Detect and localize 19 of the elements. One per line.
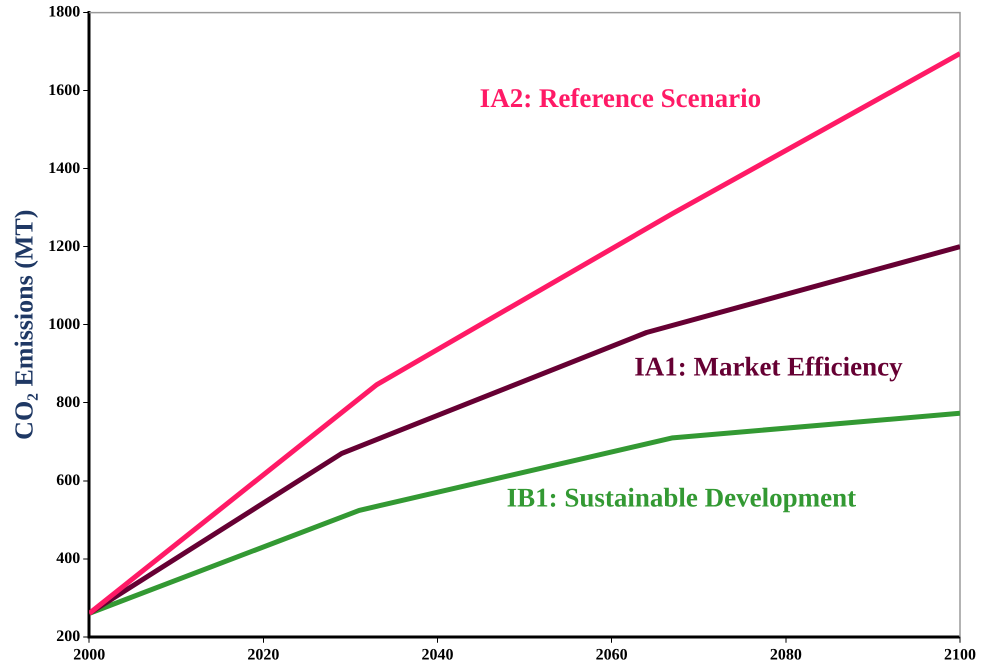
x-tick-label: 2100 — [944, 646, 976, 664]
y-tick-label: 1200 — [48, 238, 80, 255]
y-axis-title: CO₂ Emissions (MT) — [9, 210, 38, 440]
x-tick-label: 2060 — [596, 646, 628, 664]
y-tick-label: 1800 — [48, 4, 80, 21]
x-tick-label: 2000 — [73, 646, 106, 664]
y-tick-label: 800 — [56, 394, 80, 411]
y-tick-label: 400 — [56, 550, 80, 567]
y-tick-label: 1400 — [48, 160, 80, 177]
y-tick-label: 1600 — [48, 82, 80, 99]
x-tick-label: 2020 — [247, 646, 280, 664]
x-tick-label: 2080 — [770, 646, 802, 664]
series-label: IA1: Market Efficiency — [634, 351, 904, 382]
series-label: IA2: Reference Scenario — [480, 82, 762, 113]
y-tick-label: 1000 — [48, 316, 80, 333]
y-tick-label: 600 — [56, 472, 80, 489]
x-tick-label: 2040 — [422, 646, 454, 664]
series-label: IB1: Sustainable Development — [506, 482, 856, 512]
y-tick-label: 200 — [56, 628, 80, 645]
